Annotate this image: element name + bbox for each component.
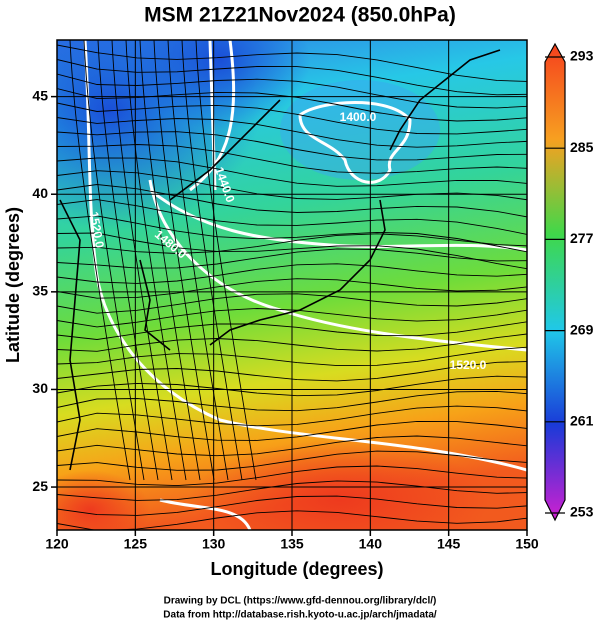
streamline — [111, 40, 173, 481]
field — [57, 40, 527, 530]
colorbar-ticks: 253 261 269 277 285 293 — [545, 48, 594, 520]
streamline — [57, 293, 527, 314]
x-axis-label: Longitude (degrees) — [210, 559, 383, 579]
y-axis-label: Latitude (degrees) — [3, 207, 23, 363]
streamline — [57, 420, 527, 441]
streamline — [57, 102, 527, 135]
streamline — [57, 435, 527, 457]
contours — [83, 40, 527, 530]
colorbar-tick-label: 253 — [570, 504, 594, 520]
x-tick-label: 135 — [280, 536, 304, 552]
x-tick-label: 150 — [515, 536, 539, 552]
streamline — [57, 131, 527, 161]
y-tick-label: 45 — [32, 87, 48, 103]
colorbar-tick-label: 293 — [570, 48, 594, 64]
streamline — [195, 40, 257, 481]
y-tick-label: 35 — [32, 283, 48, 299]
streamline — [181, 40, 243, 481]
streamline — [139, 40, 201, 481]
streamline — [57, 278, 527, 299]
colorbar-tick-label: 269 — [570, 321, 594, 337]
x-tick-label: 140 — [359, 536, 383, 552]
streamline — [57, 495, 527, 516]
y-tick-label: 25 — [32, 478, 48, 494]
streamline — [57, 144, 527, 174]
streamline — [57, 263, 527, 284]
streamline — [57, 117, 527, 148]
x-tick-label: 120 — [45, 536, 69, 552]
x-tick-label: 130 — [202, 536, 226, 552]
streamline — [167, 40, 229, 481]
streamline — [57, 59, 527, 96]
credit: Drawing by DCL (https://www.gfd-dennou.o… — [164, 596, 437, 607]
streamline — [57, 184, 527, 218]
streamline — [57, 346, 527, 367]
streamline — [57, 375, 527, 397]
streamline — [57, 480, 527, 501]
streamline — [83, 40, 145, 481]
colorbar — [544, 42, 566, 522]
credit: Data from http://database.rish.kyoto-u.a… — [163, 610, 437, 621]
colorbar-tick-label: 261 — [570, 413, 594, 429]
streamline — [57, 333, 527, 352]
streamline — [57, 233, 527, 254]
streamline — [57, 73, 527, 109]
streamline — [57, 465, 527, 487]
contour-label: 1400.0 — [340, 110, 377, 124]
streamline — [57, 390, 527, 412]
streamline — [153, 40, 215, 481]
streamline — [57, 405, 527, 427]
colorbar-tick-label: 285 — [570, 139, 594, 155]
streamline — [57, 450, 527, 471]
x-tick-label: 125 — [124, 536, 148, 552]
x-tick-label: 145 — [437, 536, 461, 552]
contour-label: 1520.0 — [450, 358, 487, 372]
streamline — [57, 248, 527, 269]
streamline — [69, 40, 131, 481]
plot-frame — [56, 39, 528, 531]
streamline — [57, 88, 527, 122]
streamline — [57, 232, 527, 270]
streamline — [125, 40, 187, 481]
streamline — [57, 199, 527, 235]
streamline — [57, 510, 527, 530]
contour-label: 1520.0 — [87, 211, 107, 250]
y-tick-label: 40 — [32, 185, 48, 201]
streamline — [57, 170, 527, 201]
streamline — [57, 361, 527, 382]
streamline — [57, 44, 527, 82]
streamline — [57, 321, 527, 340]
y-tick-label: 30 — [32, 380, 48, 396]
coastline — [59, 49, 501, 471]
colorbar-tick-label: 277 — [570, 230, 594, 246]
title: MSM 21Z21Nov2024 (850.0hPa) — [144, 4, 456, 27]
streamline — [97, 40, 159, 481]
streamline — [57, 215, 527, 253]
